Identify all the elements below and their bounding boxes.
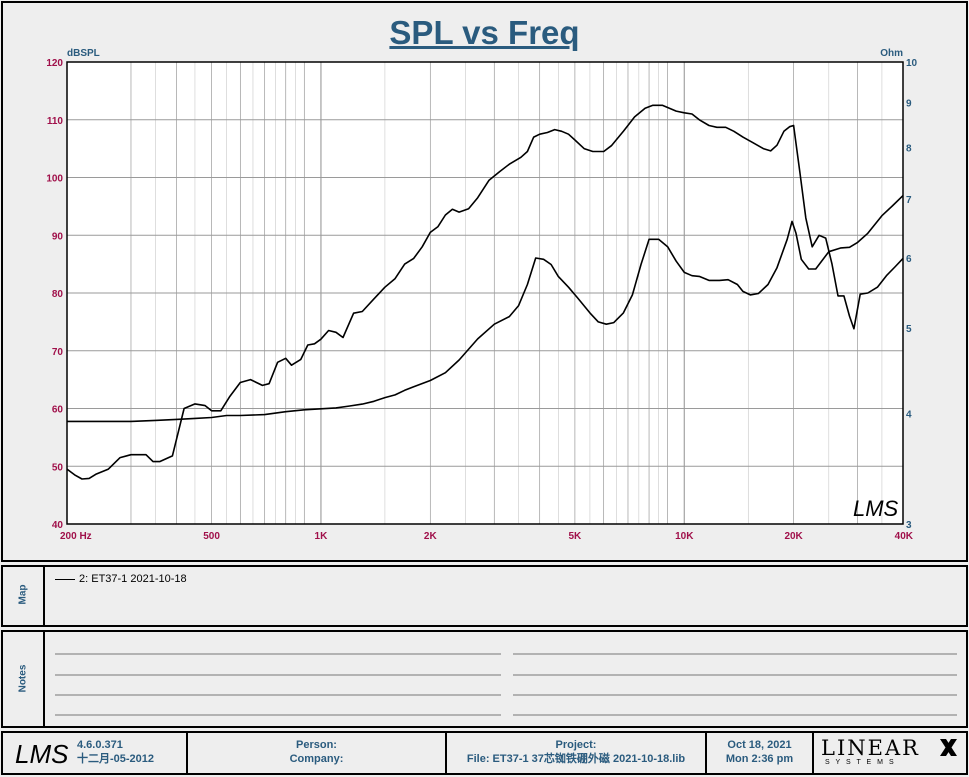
y-right-tick-label: 7 <box>906 195 912 206</box>
y-right-tick-label: 9 <box>906 98 912 109</box>
version-number: 4.6.0.371 <box>77 739 123 751</box>
person-label: Person: <box>296 739 337 751</box>
date-text: Oct 18, 2021 <box>727 739 792 751</box>
version-info: 4.6.0.371 十二月-05-2012 <box>77 738 154 766</box>
y-left-tick-label: 60 <box>52 405 64 416</box>
spl-chart: dBSPL Ohm 120 110 100 90 80 70 60 50 40 10 9 8 7 6 5 4 3 20… <box>46 48 918 542</box>
file-label: File: ET37-1 37芯铷铁硼外磁 2021-10-18.lib <box>466 753 686 765</box>
x-tick-label: 2K <box>424 531 438 542</box>
x-tick-label: 40K <box>895 531 914 542</box>
brand-name: LINEAR <box>821 736 920 760</box>
legend-line-swatch <box>55 579 75 580</box>
y-right-tick-label: 10 <box>906 58 918 69</box>
person-company-block: Person: Company: <box>188 738 445 766</box>
map-panel: Map 2: ET37-1 2021-10-18 <box>1 565 968 627</box>
y-left-tick-label: 120 <box>46 58 63 69</box>
y-right-tick-label: 3 <box>906 520 912 531</box>
y-left-tick-label: 40 <box>52 520 64 531</box>
build-date: 十二月-05-2012 <box>77 753 155 765</box>
y-right-tick-label: 5 <box>906 324 912 335</box>
right-axis-unit: Ohm <box>880 48 903 59</box>
x-tick-label: 200 Hz <box>60 531 92 542</box>
brand-subtitle: S Y S T E M S <box>825 759 896 766</box>
x-tick-label: 500 <box>203 531 220 542</box>
footer-divider-1 <box>186 733 188 773</box>
y-right-tick-label: 6 <box>906 254 912 265</box>
notes-divider <box>43 632 45 726</box>
time-text: Mon 2:36 pm <box>725 753 794 765</box>
footer-divider-4 <box>812 733 814 773</box>
linearx-x-logo-icon <box>940 739 957 756</box>
svg-text:LMS: LMS <box>15 739 69 769</box>
y-left-tick-label: 50 <box>52 462 64 473</box>
project-block: Project: File: ET37-1 37芯铷铁硼外磁 2021-10-1… <box>447 738 705 766</box>
footer-divider-3 <box>705 733 707 773</box>
grid-lines <box>67 62 903 524</box>
chart-title: SPL vs Freq <box>389 14 580 51</box>
project-label: Project: <box>555 739 597 751</box>
y-right-tick-label: 8 <box>906 144 912 155</box>
x-tick-label: 20K <box>784 531 803 542</box>
map-label: Map <box>17 584 29 605</box>
lms-watermark-icon: LMS <box>853 496 899 521</box>
y-right-tick-label: 4 <box>906 410 912 421</box>
footer-divider-2 <box>445 733 447 773</box>
spl-curve <box>66 104 904 480</box>
impedance-curve <box>67 195 904 423</box>
footer-panel: LMS 4.6.0.371 十二月-05-2012 Person: Compan… <box>1 731 968 775</box>
x-tick-label: 10K <box>675 531 694 542</box>
y-left-tick-label: 100 <box>46 174 63 185</box>
y-left-tick-label: 110 <box>47 116 64 127</box>
notes-lines <box>55 653 957 716</box>
x-tick-label: 5K <box>568 531 582 542</box>
left-axis-unit: dBSPL <box>67 48 100 59</box>
x-tick-label: 1K <box>315 531 329 542</box>
date-block: Oct 18, 2021 Mon 2:36 pm <box>707 738 812 766</box>
company-label: Company: <box>289 753 344 765</box>
plot-border <box>66 61 904 525</box>
y-left-tick-label: 80 <box>52 289 64 300</box>
map-divider <box>43 567 45 625</box>
y-left-tick-label: 70 <box>52 347 64 358</box>
y-left-tick-label: 90 <box>52 231 64 242</box>
legend-entry: 2: ET37-1 2021-10-18 <box>79 573 187 585</box>
lms-logo-icon: LMS <box>15 739 69 769</box>
notes-panel: Notes <box>1 630 968 728</box>
